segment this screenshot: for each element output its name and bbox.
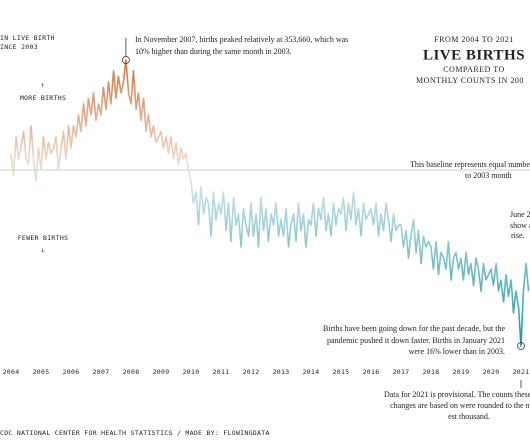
annotation: show a <box>510 221 530 230</box>
annotation: were 16% lower than in 2003. <box>409 347 505 356</box>
annotation: rise. <box>511 231 525 240</box>
annotation: to 2003 month <box>465 171 512 180</box>
annotation: Data for 2021 is provisional. The counts… <box>384 390 530 399</box>
x-tick-label: 2013 <box>273 368 290 376</box>
direction-label: MORE BIRTHS <box>20 94 66 102</box>
x-tick-label: 2012 <box>243 368 260 376</box>
x-tick-label: 2016 <box>363 368 380 376</box>
x-tick-label: 2008 <box>123 368 140 376</box>
x-tick-label: 2004 <box>3 368 20 376</box>
x-tick-label: 2010 <box>183 368 200 376</box>
title-note: MONTHLY COUNTS IN 200 <box>416 76 524 85</box>
annotation: This baseline represents equal number <box>410 160 530 169</box>
x-tick-label: 2014 <box>303 368 320 376</box>
chart-title: LIVE BIRTHS <box>423 47 525 63</box>
annotation: June 2 <box>510 210 530 219</box>
x-tick-label: 2007 <box>93 368 110 376</box>
highlight-point <box>122 56 130 64</box>
x-tick-label: 2019 <box>453 368 470 376</box>
arrow: ↓ <box>41 246 45 254</box>
source: CDC NATIONAL CENTER FOR HEALTH STATISTIC… <box>0 429 270 437</box>
direction-label: FEWER BIRTHS <box>18 234 69 242</box>
x-tick-label: 2017 <box>393 368 410 376</box>
x-tick-label: 2021 <box>513 368 530 376</box>
annotation: est thousand. <box>448 412 490 421</box>
x-tick-label: 2018 <box>423 368 440 376</box>
y-label: INCE 2003 <box>0 43 38 51</box>
annotation: 10% higher than during the same month in… <box>135 47 292 56</box>
annotation: In November 2007, births peaked relative… <box>135 35 348 44</box>
x-tick-label: 2006 <box>63 368 80 376</box>
x-tick-label: 2011 <box>213 368 230 376</box>
x-tick-label: 2009 <box>153 368 170 376</box>
annotation: changes are based on were rounded to the… <box>390 401 530 410</box>
annotation: pandemic pushed it down faster. Births i… <box>327 336 505 345</box>
line <box>10 59 530 347</box>
highlight-point <box>517 342 525 350</box>
x-tick-label: 2005 <box>33 368 50 376</box>
arrow: ↑ <box>41 81 45 89</box>
title-note: COMPARED TO <box>443 65 505 74</box>
annotation: Births have been going down for the past… <box>323 324 505 333</box>
subtitle: FROM 2004 TO 2021 <box>434 35 514 44</box>
x-tick-label: 2020 <box>483 368 500 376</box>
x-tick-label: 2015 <box>333 368 350 376</box>
y-label: IN LIVE BIRTH <box>0 34 55 42</box>
